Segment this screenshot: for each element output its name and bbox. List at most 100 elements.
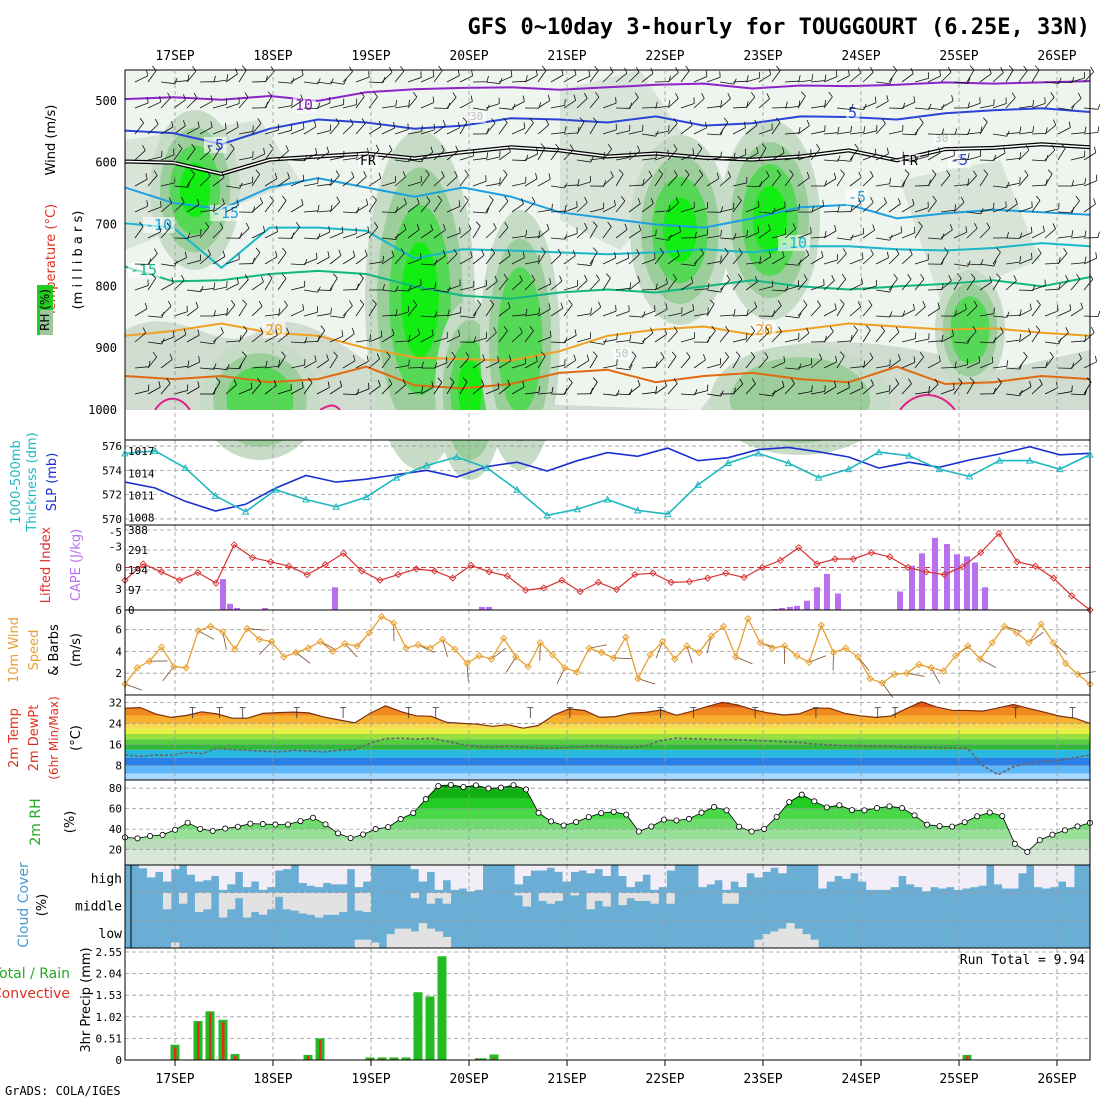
y-tick-label: 574 — [102, 464, 122, 477]
isotherm-label: -5 — [206, 136, 224, 154]
temp-band — [125, 773, 1090, 780]
axis-label-cape: CAPE (J/kg) — [69, 529, 84, 601]
date-label-bottom: 19SEP — [351, 1072, 390, 1087]
cloud-cell-high — [355, 865, 363, 887]
cape-bar — [227, 604, 233, 610]
cape-bar — [824, 574, 830, 610]
y-tick-label: -5 — [109, 526, 122, 539]
date-label-bottom: 21SEP — [547, 1072, 586, 1087]
rh-marker — [937, 823, 942, 828]
cloud-cell-high — [738, 865, 746, 887]
rh-band — [125, 798, 1090, 808]
temp-band — [125, 739, 1090, 744]
cloud-cell-high — [523, 865, 531, 876]
y-tick-label: 24 — [109, 717, 123, 730]
y-tick-label: 0 — [115, 1054, 122, 1067]
cloud-cell-middle — [666, 893, 674, 904]
rh-marker — [1025, 849, 1030, 854]
cloud-cell-high — [443, 865, 451, 880]
cloud-cell-middle — [331, 893, 339, 915]
wind-barb-flag — [1096, 252, 1097, 258]
cloud-cell-high — [419, 865, 427, 882]
cloud-cell-middle — [626, 893, 634, 899]
cape-bar — [954, 554, 960, 610]
cloud-cell-middle — [363, 893, 371, 912]
cloud-cell-high — [267, 865, 275, 887]
precip-convective-bar — [234, 1056, 237, 1060]
cloud-cell-high — [339, 865, 347, 884]
date-label-top: 25SEP — [939, 49, 978, 64]
cloud-cell-middle — [299, 893, 307, 914]
wind-barb-flag — [890, 360, 891, 366]
cloud-cell-high — [459, 865, 467, 889]
rh-marker — [348, 835, 353, 840]
axis-label-wind: Wind (m/s) — [44, 105, 59, 176]
date-label-top: 24SEP — [841, 49, 880, 64]
wind-barb — [1019, 290, 1033, 291]
wind-barb — [382, 212, 396, 213]
rh-marker — [411, 810, 416, 815]
wind-barb-flag — [655, 253, 656, 259]
rh-marker — [198, 826, 203, 831]
cloud-cell-high — [962, 865, 970, 889]
cape-bar — [804, 601, 810, 610]
cloud-cell-high — [970, 865, 978, 887]
temp-band — [125, 734, 1090, 739]
cloud-cell-low — [363, 940, 371, 948]
cloud-cell-high — [1042, 865, 1050, 889]
wind-barb-flag — [1094, 198, 1096, 204]
cloud-cell-middle — [251, 893, 259, 912]
cloud-cell-high — [1066, 865, 1074, 887]
precip-convective-bar — [209, 1013, 212, 1060]
rh-marker — [1037, 837, 1042, 842]
cloud-cell-high — [898, 865, 906, 876]
y-tick-label: 4 — [115, 645, 122, 658]
rh-marker — [887, 804, 892, 809]
cloud-cell-high — [842, 865, 850, 879]
date-label-top: 17SEP — [155, 49, 194, 64]
precip-grid — [125, 948, 1090, 1060]
precip-total-bar — [438, 956, 447, 1060]
cloud-cell-low — [762, 934, 770, 948]
rh-marker — [423, 797, 428, 802]
rh-marker — [611, 809, 616, 814]
wind10m-barb — [259, 642, 271, 655]
cloud-cell-middle — [730, 893, 738, 904]
cloud-cell-high — [515, 865, 523, 884]
y-tick-label: 388 — [128, 524, 148, 537]
rh-marker — [849, 808, 854, 813]
wind-barb-flag — [655, 305, 656, 311]
cloud-cell-high — [858, 865, 866, 882]
cloud-cell-high — [922, 865, 930, 891]
cloud-cell-high — [818, 865, 826, 889]
cloud-cell-low — [419, 923, 427, 948]
wind-barb-flag — [721, 255, 722, 261]
axis-label-thickness: 1000-500mb — [9, 440, 24, 524]
cloud-cell-high — [259, 865, 267, 890]
rh-marker — [574, 819, 579, 824]
rh-marker — [536, 810, 541, 815]
y-tick-label: 570 — [102, 513, 122, 526]
rh-marker — [473, 783, 478, 788]
axis-label-precip: 3hr Precip (mm) — [79, 947, 94, 1052]
y-tick-label: 1017 — [128, 445, 155, 458]
wind-barb — [408, 367, 422, 368]
rh-marker — [975, 814, 980, 819]
y-tick-label: 2.55 — [96, 946, 123, 959]
wind-barb-flag — [617, 333, 618, 339]
cloud-cell-high — [1018, 865, 1026, 873]
cloud-cell-low — [387, 934, 395, 948]
wind-barb-flag — [1094, 147, 1096, 153]
rh-marker — [699, 810, 704, 815]
isotherm-label: 20 — [755, 321, 773, 339]
rh-marker — [837, 803, 842, 808]
wind-barb-flag — [1058, 305, 1059, 311]
cloud-cell-low — [794, 929, 802, 948]
rh-marker — [824, 805, 829, 810]
y-tick-label: 1014 — [128, 467, 155, 480]
rh-marker — [461, 784, 466, 789]
wind-barb-flag — [148, 97, 149, 103]
y-tick-label: -3 — [109, 540, 122, 553]
y-tick-label: 194 — [128, 564, 148, 577]
date-label-bottom: 17SEP — [155, 1072, 194, 1087]
